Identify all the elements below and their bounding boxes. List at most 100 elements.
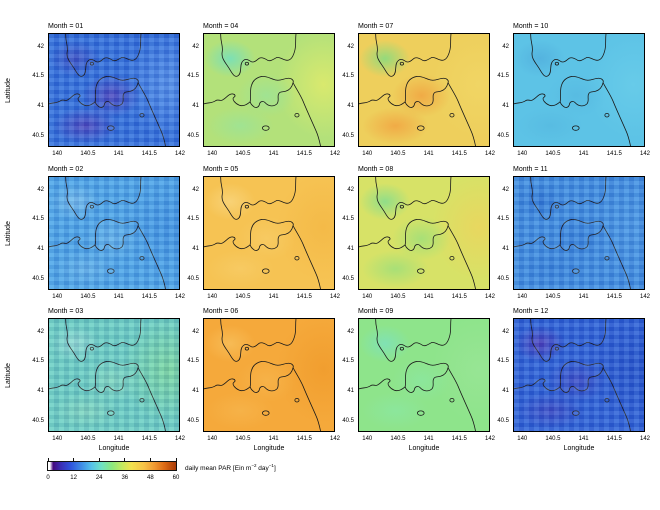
y-tick-label: 42 [37, 328, 44, 335]
y-tick-label: 40.5 [187, 132, 199, 139]
x-tick-label: 141.5 [141, 294, 157, 300]
map-subplot-month-09: Month = 09 42 41.5 41 40.5 140 140.5 141 141.5 1… [342, 308, 495, 452]
x-tick-label: 141 [423, 436, 434, 442]
y-axis-label: Latitude [2, 318, 14, 432]
colorbar-tick-label: 12 [70, 475, 77, 481]
x-tick-label: 141 [578, 436, 589, 442]
coastline-map [204, 177, 334, 289]
x-tick-label: 142 [174, 151, 186, 157]
y-tick-label: 42 [347, 328, 354, 335]
x-tick-label: 140.5 [390, 436, 406, 442]
map-plot-area [513, 33, 645, 147]
y-tick-label: 41 [347, 102, 354, 109]
colorbar-tick [175, 458, 177, 461]
map-subplot-month-03: Month = 03 42 41.5 41 40.5 140 140.5 141 141.5 1… [5, 308, 186, 452]
colorbar-label-prefix: daily mean PAR [Ein m [185, 465, 252, 473]
colorbar-tick [149, 458, 151, 461]
x-tick-label: 141 [113, 151, 124, 157]
subplot-title: Month = 03 [48, 308, 84, 315]
y-tick-label: 41.5 [187, 358, 199, 365]
y-tick-label: 41 [37, 387, 44, 394]
x-tick-label: 141 [268, 294, 279, 300]
x-tick-label: 141 [113, 294, 124, 300]
y-tick-label: 40.5 [187, 275, 199, 282]
map-subplot-month-06: Month = 06 42 41.5 41 40.5 140 140.5 141 141.5 1… [187, 308, 340, 452]
y-tick-label: 42 [502, 186, 509, 193]
colorbar-tick [73, 458, 75, 461]
x-tick-label: 140 [52, 294, 63, 300]
x-tick-label: 141 [578, 294, 589, 300]
y-axis-label-text: Latitude [4, 362, 12, 388]
map-plot-area [513, 318, 645, 432]
x-tick-label: 140.5 [545, 436, 561, 442]
y-tick-label: 41 [502, 245, 509, 252]
colorbar-tick-label: 0 [46, 475, 50, 481]
coastline-map [204, 319, 334, 431]
x-tick-label: 140 [362, 294, 373, 300]
x-tick-label: 140.5 [80, 294, 96, 300]
x-tick-label: 140 [362, 151, 373, 157]
x-axis-label: Longitude [408, 445, 440, 452]
x-tick-label: 142 [484, 151, 496, 157]
x-tick-label: 141.5 [451, 436, 467, 442]
x-tick-label: 141.5 [606, 436, 622, 442]
colorbar-tick [124, 458, 126, 461]
y-tick-label: 41.5 [497, 73, 509, 80]
map-plot-area [48, 318, 180, 432]
colorbar-tick-label: 36 [121, 475, 129, 481]
x-tick-label: 140 [52, 436, 63, 442]
x-tick-label: 142 [484, 294, 496, 300]
y-tick-label: 40.5 [32, 275, 44, 282]
y-tick-label: 41 [192, 387, 199, 394]
x-tick-label: 141 [423, 294, 434, 300]
x-tick-label: 141.5 [141, 151, 157, 157]
x-tick-label: 140.5 [235, 151, 251, 157]
y-tick-label: 41.5 [32, 216, 44, 223]
y-tick-label: 42 [502, 328, 509, 335]
y-tick-label: 40.5 [187, 417, 199, 424]
x-tick-label: 140.5 [390, 294, 406, 300]
x-tick-label: 142 [639, 294, 651, 300]
colorbar-label-mid: day [256, 465, 269, 473]
x-tick-label: 141.5 [606, 294, 622, 300]
colorbar-label-suffix: ] [273, 465, 276, 473]
y-tick-label: 40.5 [497, 275, 509, 282]
x-tick-label: 140.5 [80, 436, 96, 442]
colorbar-tick-label: 48 [147, 475, 154, 481]
y-tick-label: 42 [192, 43, 199, 50]
map-plot-area [203, 318, 335, 432]
y-tick-label: 41.5 [187, 216, 199, 223]
x-tick-label: 140 [207, 151, 218, 157]
map-subplot-month-04: Month = 04 42 41.5 41 40.5 140 140.5 141 141.5 1… [187, 23, 340, 157]
map-plot-area [358, 33, 490, 147]
x-tick-label: 142 [639, 151, 651, 157]
subplot-title: Month = 02 [48, 166, 84, 173]
map-plot-area [48, 176, 180, 290]
colorbar-tick-label: 24 [95, 475, 103, 481]
x-tick-label: 141.5 [296, 436, 312, 442]
x-tick-label: 140 [517, 151, 528, 157]
x-tick-label: 142 [174, 436, 186, 442]
y-tick-label: 41.5 [32, 358, 44, 365]
map-plot-area [358, 318, 490, 432]
coastline-map [204, 34, 334, 146]
x-tick-label: 140.5 [235, 436, 251, 442]
y-tick-label: 41.5 [342, 216, 354, 223]
y-tick-label: 42 [502, 43, 509, 50]
x-tick-label: 141.5 [451, 151, 467, 157]
map-subplot-month-12: Month = 12 42 41.5 41 40.5 140 140.5 141 141.5 1… [497, 308, 650, 452]
map-subplot-month-05: Month = 05 42 41.5 41 40.5 140 140.5 141 141.5 1… [187, 166, 340, 300]
y-tick-label: 40.5 [32, 132, 44, 139]
coastline-map [359, 177, 489, 289]
y-tick-label: 40.5 [342, 417, 354, 424]
coastline-map [514, 34, 644, 146]
y-tick-label: 42 [192, 328, 199, 335]
x-tick-label: 140.5 [545, 294, 561, 300]
x-axis-label: Longitude [98, 445, 130, 452]
subplot-title: Month = 09 [358, 308, 394, 315]
y-axis-label-text: Latitude [4, 77, 12, 103]
x-tick-label: 140.5 [545, 151, 561, 157]
y-tick-label: 41 [502, 387, 509, 394]
colorbar: 0 12 24 36 48 60 [46, 458, 179, 481]
map-subplot-month-11: Month = 11 42 41.5 41 40.5 140 140.5 141 141.5 1… [497, 166, 650, 300]
